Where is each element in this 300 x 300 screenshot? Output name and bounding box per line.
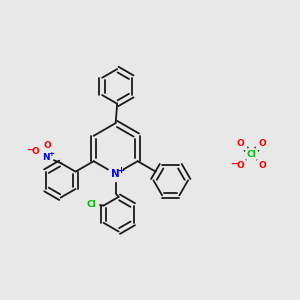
Circle shape (233, 136, 248, 151)
Circle shape (233, 158, 248, 172)
Text: N: N (111, 169, 120, 179)
Circle shape (39, 150, 53, 164)
Text: −: − (231, 159, 239, 169)
Circle shape (108, 166, 123, 182)
Circle shape (255, 136, 270, 151)
Text: O: O (259, 161, 266, 170)
Circle shape (29, 145, 43, 159)
Circle shape (85, 197, 99, 211)
Text: Cl: Cl (247, 150, 256, 159)
Circle shape (255, 158, 270, 172)
Text: +: + (48, 151, 54, 157)
Text: N: N (42, 152, 50, 161)
Circle shape (245, 148, 258, 161)
Text: O: O (44, 141, 52, 150)
Text: −: − (27, 145, 35, 155)
Text: O: O (259, 139, 266, 148)
Text: O: O (237, 139, 244, 148)
Text: +: + (118, 166, 124, 175)
Text: O: O (32, 147, 40, 156)
Circle shape (41, 139, 55, 153)
Text: Cl: Cl (87, 200, 97, 208)
Text: O: O (237, 161, 244, 170)
